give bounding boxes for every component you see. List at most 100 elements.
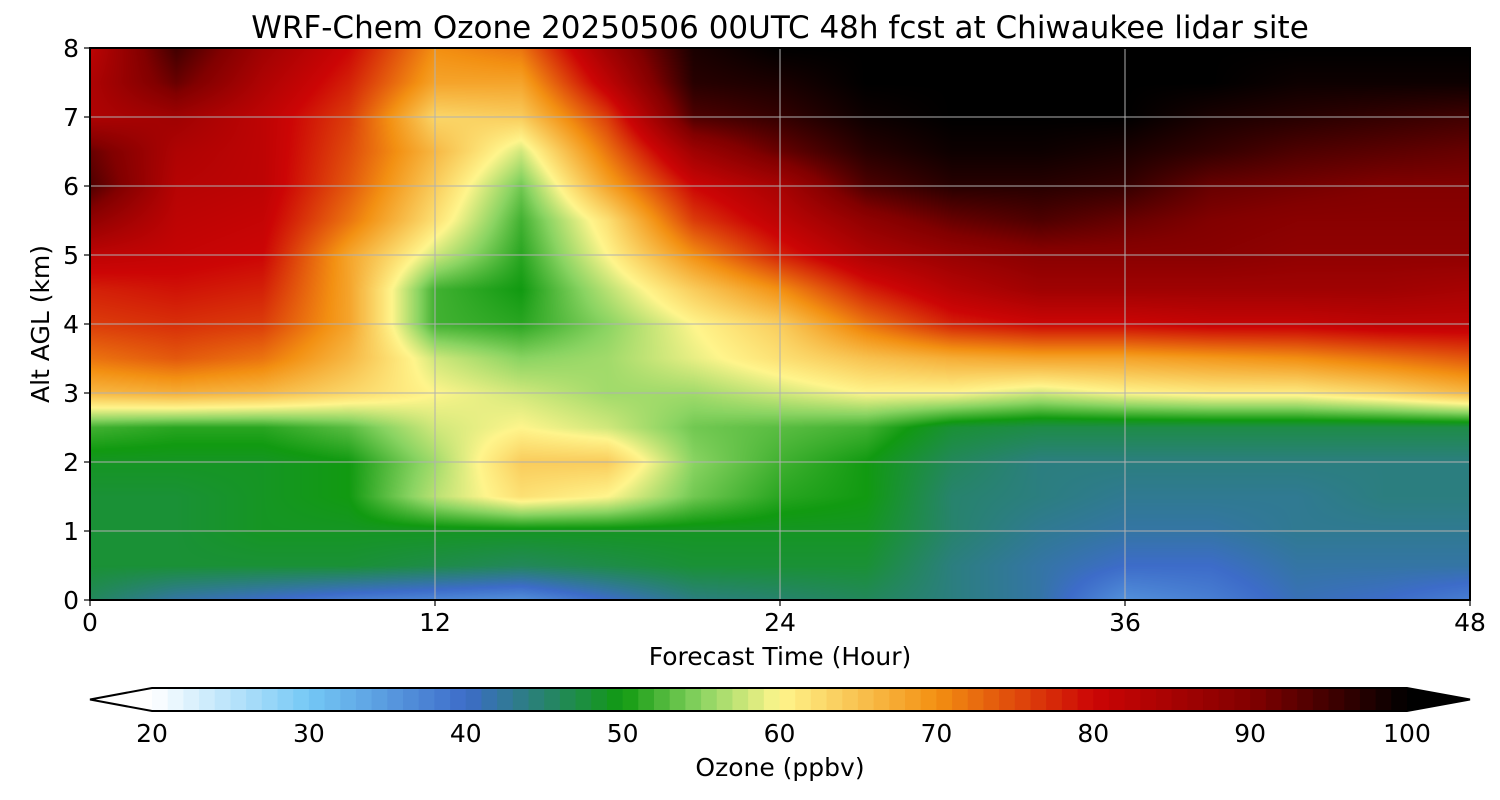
- colorbar-segment: [1108, 688, 1126, 711]
- colorbar-segment: [544, 688, 561, 711]
- colorbar-segment: [308, 688, 326, 711]
- colorbar-segment: [1203, 688, 1220, 711]
- colorbar-segment: [1328, 688, 1345, 711]
- colorbar-segment: [261, 688, 279, 711]
- colorbar-segment: [716, 688, 734, 711]
- colorbar-segment: [1312, 688, 1330, 711]
- colorbar-segment: [873, 688, 890, 711]
- colorbar-segment: [528, 688, 545, 711]
- colorbar-segment: [920, 688, 937, 711]
- colorbar-segment: [1265, 688, 1283, 711]
- colorbar-tick-label: 70: [920, 719, 952, 748]
- colorbar: 20 30 40 50 60 70 80 90 100: [89, 687, 1471, 748]
- x-tick-label: 48: [1454, 608, 1486, 637]
- colorbar-segment: [1250, 688, 1267, 711]
- colorbar-segment: [889, 688, 906, 711]
- colorbar-segment: [936, 688, 953, 711]
- colorbar-segment: [1156, 688, 1173, 711]
- colorbar-segment: [1391, 688, 1408, 711]
- colorbar-segment: [575, 688, 592, 711]
- colorbar-segment: [1093, 688, 1110, 711]
- y-tick-label: 8: [63, 34, 79, 63]
- colorbar-segment: [1297, 688, 1314, 711]
- colorbar-segment: [999, 688, 1016, 711]
- colorbar-segment: [1077, 688, 1094, 711]
- colorbar-segment: [230, 688, 247, 711]
- colorbar-tick-label: 90: [1234, 719, 1266, 748]
- colorbar-segment: [748, 688, 765, 711]
- colorbar-segment: [669, 688, 686, 711]
- colorbar-segment: [857, 688, 875, 711]
- colorbar-segment: [387, 688, 404, 711]
- colorbar-tick-label: 40: [450, 719, 482, 748]
- colorbar-segment: [842, 688, 859, 711]
- colorbar-segment: [983, 688, 1000, 711]
- colorbar-segment: [340, 688, 357, 711]
- y-tick-label: 1: [63, 517, 79, 546]
- y-tick-label: 3: [63, 379, 79, 408]
- colorbar-extend-low: [90, 688, 152, 711]
- colorbar-segment: [199, 688, 216, 711]
- colorbar-segment: [905, 688, 922, 711]
- colorbar-segment: [1171, 688, 1188, 711]
- colorbar-segment: [418, 688, 435, 711]
- colorbar-segment: [355, 688, 373, 711]
- colorbar-segment: [1187, 688, 1204, 711]
- colorbar-tick-label: 20: [136, 719, 168, 748]
- colorbar-segment: [1061, 688, 1079, 711]
- colorbar-segment: [622, 688, 639, 711]
- colorbar-segment: [559, 688, 577, 711]
- colorbar-segment: [403, 688, 420, 711]
- colorbar-extend-high: [1407, 688, 1470, 711]
- colorbar-segment: [246, 688, 263, 711]
- x-axis-label: Forecast Time (Hour): [649, 642, 912, 671]
- colorbar-segment: [685, 688, 702, 711]
- colorbar-segment: [826, 688, 843, 711]
- x-axis-ticks: 0 12 24 36 48: [82, 600, 1486, 637]
- colorbar-segment: [512, 688, 530, 711]
- colorbar-segment: [701, 688, 718, 711]
- colorbar-segment: [497, 688, 514, 711]
- colorbar-segment: [810, 688, 828, 711]
- y-tick-label: 4: [63, 310, 79, 339]
- colorbar-outline: [89, 687, 1471, 712]
- colorbar-segment: [434, 688, 451, 711]
- colorbar-segment: [1234, 688, 1251, 711]
- colorbar-segment: [450, 688, 467, 711]
- colorbar-segment: [465, 688, 483, 711]
- y-axis-ticks: 0 1 2 3 4 5 6 7 8: [63, 34, 90, 615]
- colorbar-segment: [1375, 688, 1392, 711]
- colorbar-tick-label: 30: [293, 719, 325, 748]
- colorbar-segment: [606, 688, 624, 711]
- colorbar-segment: [967, 688, 985, 711]
- colorbar-segment: [763, 688, 781, 711]
- y-axis-label: Alt AGL (km): [26, 245, 55, 403]
- colorbar-segment: [324, 688, 341, 711]
- y-tick-label: 0: [63, 586, 79, 615]
- colorbar-segment: [293, 688, 310, 711]
- x-tick-label: 12: [419, 608, 451, 637]
- y-tick-label: 5: [63, 241, 79, 270]
- colorbar-segment: [1359, 688, 1377, 711]
- colorbar-segment: [732, 688, 749, 711]
- y-tick-label: 6: [63, 172, 79, 201]
- colorbar-label: Ozone (ppbv): [695, 753, 864, 782]
- y-tick-label: 2: [63, 448, 79, 477]
- colorbar-tick-label: 80: [1077, 719, 1109, 748]
- y-tick-label: 7: [63, 103, 79, 132]
- colorbar-segment: [795, 688, 812, 711]
- colorbar-segment: [654, 688, 671, 711]
- colorbar-segment: [591, 688, 608, 711]
- x-tick-label: 0: [82, 608, 98, 637]
- x-tick-label: 24: [764, 608, 796, 637]
- colorbar-segment: [1046, 688, 1063, 711]
- colorbar-segment: [1124, 688, 1141, 711]
- colorbar-segment: [152, 688, 169, 711]
- colorbar-segment: [183, 688, 200, 711]
- colorbar-segment: [1281, 688, 1298, 711]
- colorbar-segment: [277, 688, 294, 711]
- colorbar-tick-label: 50: [607, 719, 639, 748]
- colorbar-tick-label: 60: [764, 719, 796, 748]
- colorbar-segment: [1014, 688, 1032, 711]
